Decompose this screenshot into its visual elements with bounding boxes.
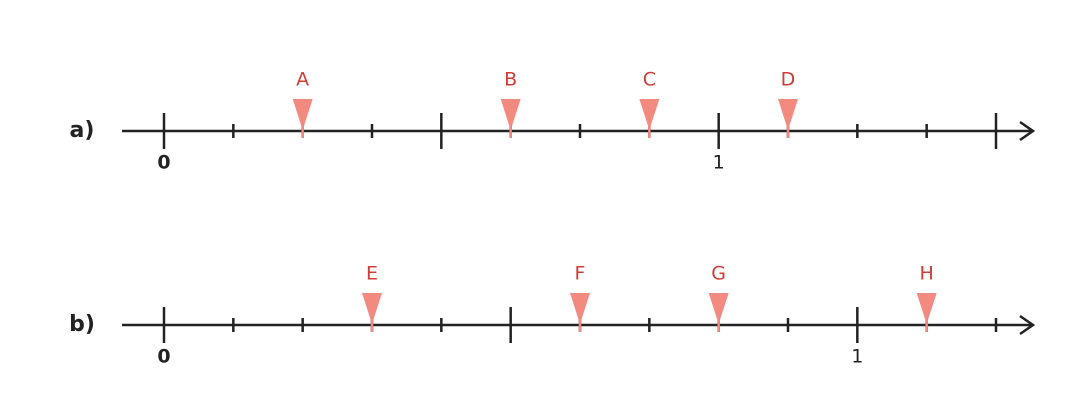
point-label: C <box>643 69 656 91</box>
point-label: B <box>504 69 517 91</box>
point-label: A <box>296 69 309 91</box>
point-label: E <box>366 263 378 285</box>
marker <box>362 293 382 324</box>
marker <box>639 99 660 130</box>
marker <box>570 293 590 324</box>
tick-label: 0 <box>157 152 170 174</box>
marker <box>708 293 729 324</box>
point-label: H <box>920 263 934 285</box>
point-label: F <box>575 263 586 285</box>
axis-arrow <box>1019 314 1036 336</box>
line-label: b) <box>69 312 95 337</box>
point-label: G <box>711 263 726 285</box>
tick-label: 0 <box>157 346 170 368</box>
tick-label: 1 <box>713 152 725 174</box>
marker <box>916 293 937 324</box>
marker <box>500 99 521 130</box>
line-label: a) <box>70 118 95 143</box>
tick-label: 1 <box>851 346 863 368</box>
point-label: D <box>781 69 796 91</box>
marker <box>778 99 798 130</box>
marker <box>292 99 313 130</box>
axis-arrow <box>1019 120 1036 142</box>
